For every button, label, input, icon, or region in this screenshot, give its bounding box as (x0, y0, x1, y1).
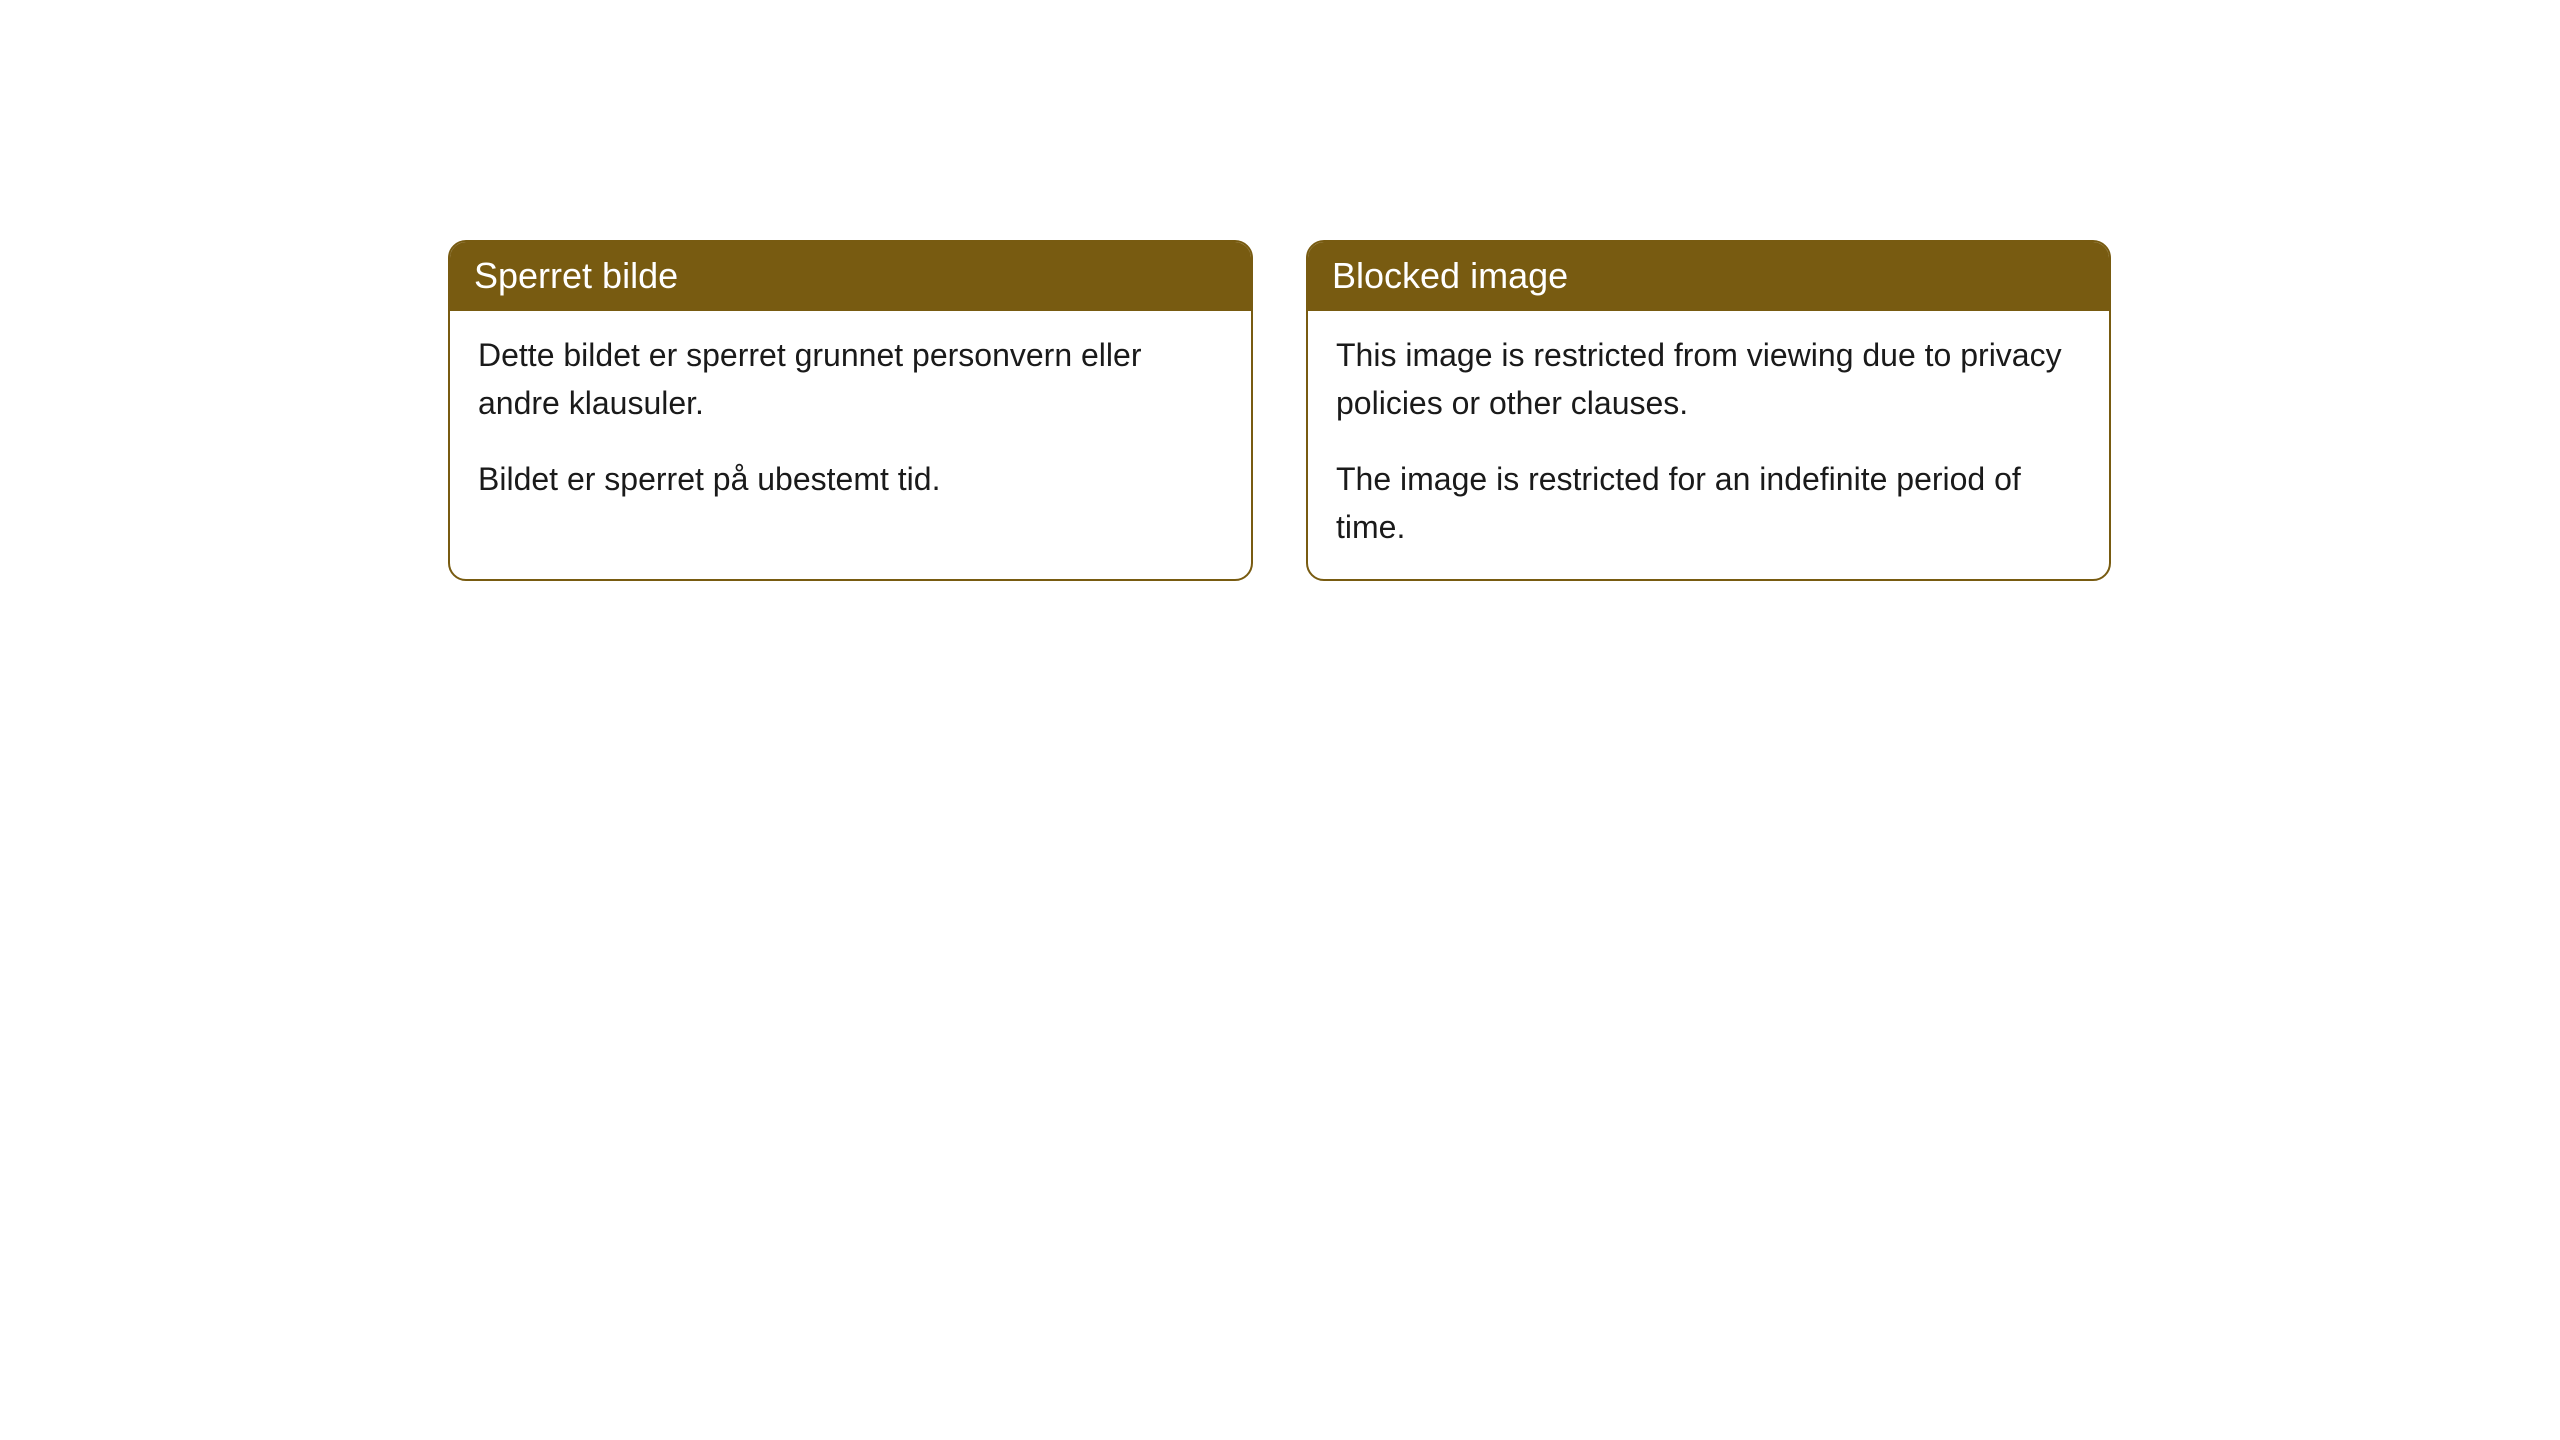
card-paragraph-2: Bildet er sperret på ubestemt tid. (478, 455, 1223, 503)
card-body: This image is restricted from viewing du… (1308, 311, 2109, 579)
card-title: Sperret bilde (450, 242, 1251, 311)
card-body: Dette bildet er sperret grunnet personve… (450, 311, 1251, 555)
blocked-image-card-english: Blocked image This image is restricted f… (1306, 240, 2111, 581)
card-title: Blocked image (1308, 242, 2109, 311)
card-paragraph-1: Dette bildet er sperret grunnet personve… (478, 331, 1223, 427)
card-paragraph-2: The image is restricted for an indefinit… (1336, 455, 2081, 551)
card-paragraph-1: This image is restricted from viewing du… (1336, 331, 2081, 427)
notice-cards-container: Sperret bilde Dette bildet er sperret gr… (0, 0, 2560, 581)
blocked-image-card-norwegian: Sperret bilde Dette bildet er sperret gr… (448, 240, 1253, 581)
